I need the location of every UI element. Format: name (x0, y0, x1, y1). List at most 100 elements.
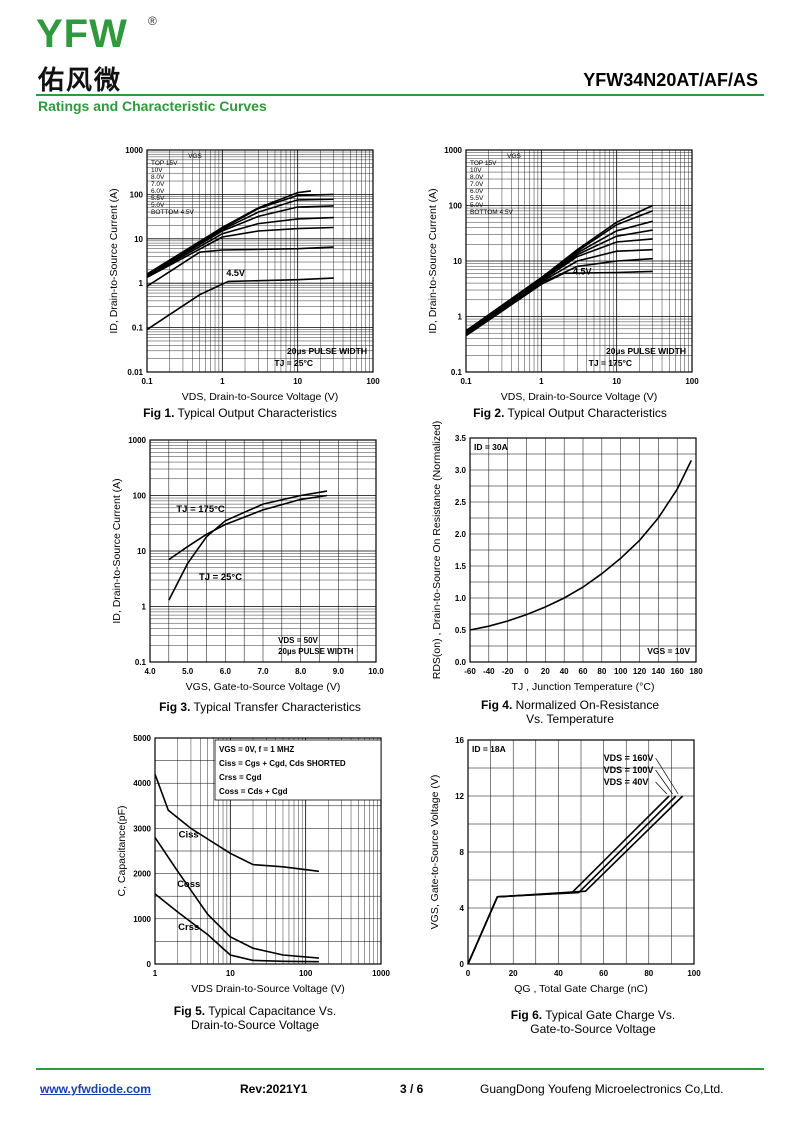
fig6-ytick: 4 (460, 904, 465, 913)
caption-fig2: Fig 2. Typical Output Characteristics (473, 406, 667, 420)
fig1-ytick: 0.01 (127, 368, 143, 377)
fig5-legend-item: Ciss = Cgs + Cgd, Cds SHORTED (219, 759, 346, 768)
fig6-leader (655, 781, 668, 795)
fig2-legend-item: 10V (470, 167, 482, 174)
fig1-series-2 (146, 198, 334, 277)
fig1-series-6 (146, 246, 334, 287)
fig2-frame (465, 149, 693, 373)
fig5-label-coss: Coss (177, 879, 200, 890)
fig6-legend-item: VDS = 100V (604, 765, 654, 775)
fig6-xtick: 100 (687, 969, 701, 978)
fig6-xtick: 0 (466, 969, 471, 978)
fig5-xtick: 1 (153, 969, 158, 978)
fig2-legend-item: 8.0V (470, 174, 484, 181)
fig3-annot-25: TJ = 25°C (199, 572, 242, 583)
fig4-ytick: 3.0 (455, 466, 467, 475)
registered-mark: ® (148, 14, 157, 28)
fig1-xtick: 10 (293, 377, 302, 386)
fig1-annot-tj: TJ = 25°C (274, 358, 313, 368)
fig2-xtick: 10 (612, 377, 621, 386)
fig1-series-7 (146, 277, 334, 331)
fig3-xtick: 10.0 (368, 667, 384, 676)
fig4-ytick: 0.0 (455, 658, 467, 667)
fig4-xtick: 180 (689, 667, 703, 676)
chart-fig2: 0.1 1 10 100 0.1 1 10 100 1000 VDS, Drain-to-Sour… (420, 140, 700, 415)
fig4-svg: -60 -40 -20 0 20 40 60 80 100 120 140 160 180 0.0 0.5 1… (431, 421, 703, 693)
fig5-svg: 1 10 100 1000 0 1000 2000 3000 4000 5000 VDS Drain… (116, 734, 390, 995)
fig5-ytick: 0 (147, 960, 152, 969)
fig1-ytick: 0.1 (132, 324, 144, 333)
fig1-legend-item: 10V (151, 167, 163, 174)
fig3-annot-pulse: 20µs PULSE WIDTH (278, 647, 354, 656)
fig6-frame (467, 739, 695, 965)
fig5-series-0 (154, 773, 319, 873)
chart-fig4: -60 -40 -20 0 20 40 60 80 100 120 140 160 180 0.0 0.5 1… (420, 421, 710, 705)
fig3-frame (149, 439, 377, 663)
fig2-legend-item: 7.0V (470, 181, 484, 188)
fig1-xlabel: VDS, Drain-to-Source Voltage (V) (182, 391, 338, 403)
footer-website[interactable]: www.yfwdiode.com (40, 1082, 151, 1096)
footer-page: 3 / 6 (400, 1082, 424, 1096)
fig6-ytick: 8 (460, 848, 465, 857)
website-link[interactable]: www.yfwdiode.com (40, 1082, 151, 1096)
fig6-ylabel: VGS, Gate-to-Source Voltage (V) (429, 775, 441, 930)
fig5-series-1 (154, 836, 319, 959)
fig5-xlabel: VDS Drain-to-Source Voltage (V) (191, 983, 344, 995)
fig5-label-ciss: Ciss (179, 829, 199, 840)
fig2-xtick: 100 (685, 377, 699, 386)
caption-fig3: Fig 3. Typical Transfer Characteristics (159, 700, 361, 714)
fig1-legend-item: BOTTOM 4.5V (151, 209, 195, 216)
fig4-xtick: 20 (541, 667, 550, 676)
fig6-leader (655, 769, 673, 795)
fig4-xtick: -20 (502, 667, 514, 676)
fig3-svg: 4.0 5.0 6.0 7.0 8.0 9.0 10.0 0.1 1 10 100 1000 VGS, … (111, 436, 384, 693)
fig2-series-7 (465, 270, 653, 337)
fig2-legend-item: 5.0V (470, 202, 484, 209)
fig2-legend-item: BOTTOM 4.5V (470, 209, 514, 216)
fig4-xtick: 100 (614, 667, 628, 676)
fig1-ylabel: ID, Drain-to-Source Current (A) (108, 188, 120, 333)
fig1-xtick: 100 (366, 377, 380, 386)
fig6-ytick: 16 (455, 736, 464, 745)
chart-fig5: 1 10 100 1000 0 1000 2000 3000 4000 5000 VDS Drain… (95, 730, 395, 1005)
fig4-ylabel: RDS(on) , Drain-to-Source On Resistance … (431, 421, 443, 680)
fig2-annot-tj: TJ = 175°C (589, 358, 632, 368)
fig4-annot-vgs: VGS = 10V (647, 646, 690, 656)
fig6-leader (655, 757, 679, 795)
fig4-xtick: 160 (670, 667, 684, 676)
fig1-series-1 (146, 193, 334, 276)
fig3-series-1 (168, 490, 328, 601)
fig2-grid (465, 150, 692, 373)
fig4-xtick: 140 (652, 667, 666, 676)
fig1-xtick: 0.1 (141, 377, 153, 386)
fig2-svg: 0.1 1 10 100 0.1 1 10 100 1000 VDS, Drain-to-Sour… (427, 146, 699, 403)
fig3-xtick: 8.0 (295, 667, 307, 676)
fig5-legend-item: Crss = Cgd (219, 773, 262, 782)
fig1-annot-pulse: 20µs PULSE WIDTH (287, 346, 367, 356)
fig2-ytick: 1 (458, 313, 463, 322)
fig4-xtick: 120 (633, 667, 647, 676)
fig6-legend-item: VDS = 160V (604, 753, 654, 763)
fig1-annot-curve: 4.5V (226, 268, 245, 278)
fig6-svg: 0 20 40 60 80 100 0 4 8 12 16 QG , Total Gate Charg… (429, 736, 701, 995)
fig2-xtick: 1 (539, 377, 544, 386)
fig6-grid (467, 739, 695, 965)
fig3-annot-175: TJ = 175°C (176, 504, 225, 515)
fig1-series-5 (146, 226, 334, 279)
fig1-legend-title: VGS (188, 153, 202, 160)
fig2-xlabel: VDS, Drain-to-Source Voltage (V) (501, 391, 657, 403)
fig4-annot-id: ID = 30A (474, 442, 508, 452)
fig3-xtick: 9.0 (333, 667, 345, 676)
fig4-xtick: 0 (524, 667, 529, 676)
fig4-xtick: -60 (464, 667, 476, 676)
part-number: YFW34N20AT/AF/AS (583, 70, 758, 90)
fig6-xtick: 40 (554, 969, 563, 978)
fig4-ytick: 1.0 (455, 594, 467, 603)
fig5-legend-box (214, 739, 382, 801)
fig1-ytick: 10 (134, 235, 143, 244)
fig2-legend-item: 6.0V (470, 188, 484, 195)
fig1-xtick: 1 (220, 377, 225, 386)
fig3-xtick: 4.0 (144, 667, 156, 676)
fig2-legend-item: TOP 15V (470, 160, 497, 167)
fig3-series-0 (168, 494, 328, 561)
